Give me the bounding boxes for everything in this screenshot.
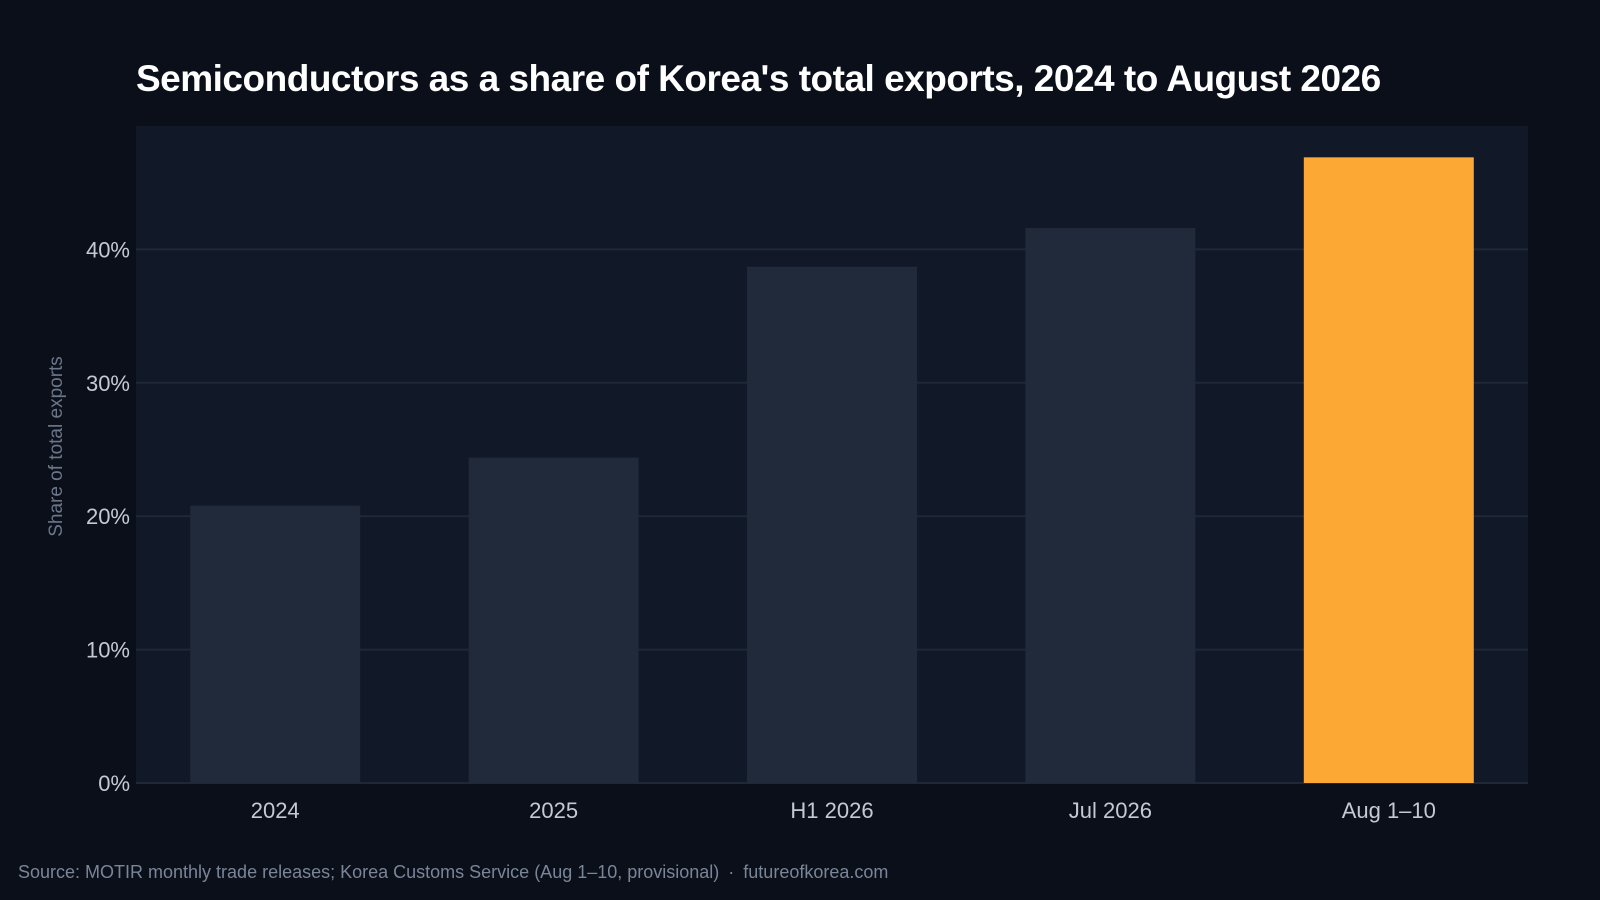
y-tick-label: 20% [86, 504, 130, 529]
y-tick-label: 30% [86, 371, 130, 396]
x-axis-categories: 2024 2025 H1 2026 Jul 2026 Aug 1–10 [251, 798, 1436, 823]
bar [1303, 157, 1474, 783]
bar [747, 266, 917, 783]
y-tick-label: 10% [86, 638, 130, 663]
y-axis-title: Share of total exports [46, 356, 67, 537]
bars [190, 157, 1474, 783]
y-axis-ticks: 0% 10% 20% 30% 40% [86, 237, 130, 796]
source-footer: Source: MOTIR monthly trade releases; Ko… [18, 862, 888, 883]
x-category-label: Aug 1–10 [1342, 798, 1436, 823]
x-category-label: 2024 [251, 798, 300, 823]
x-category-label: Jul 2026 [1069, 798, 1152, 823]
x-category-label: 2025 [529, 798, 578, 823]
footer-separator: · [728, 862, 735, 882]
chart-title: Semiconductors as a share of Korea's tot… [136, 58, 1381, 99]
y-tick-label: 40% [86, 237, 130, 262]
y-tick-label: 0% [98, 771, 130, 796]
bar [1025, 228, 1196, 783]
bar [190, 505, 361, 783]
source-text: Source: MOTIR monthly trade releases; Ko… [18, 862, 720, 882]
site-link[interactable]: futureofkorea.com [743, 862, 889, 882]
x-category-label: H1 2026 [790, 798, 873, 823]
bar [468, 457, 639, 783]
